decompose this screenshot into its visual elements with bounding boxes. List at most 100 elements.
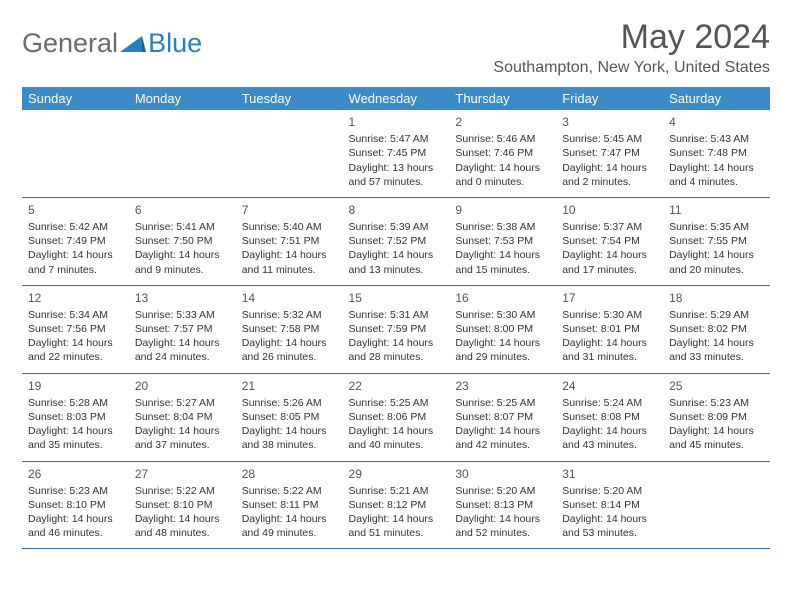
page-header: General Blue May 2024 Southampton, New Y…: [22, 18, 770, 77]
sunset-text: Sunset: 7:47 PM: [562, 146, 657, 160]
daylight-text: Daylight: 14 hours: [135, 248, 230, 262]
calendar-empty-cell: [22, 110, 129, 197]
daylight-text: Daylight: 14 hours: [669, 336, 764, 350]
day-number: 24: [562, 378, 657, 394]
daylight-text: Daylight: 14 hours: [28, 424, 123, 438]
calendar-day-cell: 31Sunrise: 5:20 AMSunset: 8:14 PMDayligh…: [556, 461, 663, 549]
sunset-text: Sunset: 7:56 PM: [28, 322, 123, 336]
sunrise-text: Sunrise: 5:31 AM: [349, 308, 444, 322]
daylight-text: Daylight: 14 hours: [349, 512, 444, 526]
calendar-empty-cell: [129, 110, 236, 197]
daylight-text: and 37 minutes.: [135, 438, 230, 452]
daylight-text: Daylight: 14 hours: [135, 512, 230, 526]
daylight-text: Daylight: 14 hours: [242, 424, 337, 438]
brand-part-1: General: [22, 28, 118, 59]
calendar-day-cell: 22Sunrise: 5:25 AMSunset: 8:06 PMDayligh…: [343, 373, 450, 461]
daylight-text: and 31 minutes.: [562, 350, 657, 364]
daylight-text: and 38 minutes.: [242, 438, 337, 452]
day-number: 14: [242, 290, 337, 306]
sunrise-text: Sunrise: 5:21 AM: [349, 484, 444, 498]
sunrise-text: Sunrise: 5:46 AM: [455, 132, 550, 146]
daylight-text: Daylight: 14 hours: [242, 248, 337, 262]
daylight-text: and 0 minutes.: [455, 175, 550, 189]
brand-triangle-icon: [120, 34, 146, 57]
calendar-day-cell: 1Sunrise: 5:47 AMSunset: 7:45 PMDaylight…: [343, 110, 450, 197]
daylight-text: and 11 minutes.: [242, 263, 337, 277]
day-number: 27: [135, 466, 230, 482]
calendar-empty-cell: [236, 110, 343, 197]
day-number: 26: [28, 466, 123, 482]
calendar-table: SundayMondayTuesdayWednesdayThursdayFrid…: [22, 87, 770, 549]
calendar-day-cell: 30Sunrise: 5:20 AMSunset: 8:13 PMDayligh…: [449, 461, 556, 549]
day-number: 23: [455, 378, 550, 394]
daylight-text: Daylight: 13 hours: [349, 161, 444, 175]
day-number: 7: [242, 202, 337, 218]
sunrise-text: Sunrise: 5:33 AM: [135, 308, 230, 322]
sunrise-text: Sunrise: 5:30 AM: [455, 308, 550, 322]
daylight-text: and 15 minutes.: [455, 263, 550, 277]
calendar-day-cell: 6Sunrise: 5:41 AMSunset: 7:50 PMDaylight…: [129, 197, 236, 285]
day-number: 1: [349, 114, 444, 130]
month-title: May 2024: [493, 18, 770, 57]
sunrise-text: Sunrise: 5:39 AM: [349, 220, 444, 234]
daylight-text: Daylight: 14 hours: [562, 336, 657, 350]
sunset-text: Sunset: 8:07 PM: [455, 410, 550, 424]
sunset-text: Sunset: 7:53 PM: [455, 234, 550, 248]
day-number: 31: [562, 466, 657, 482]
daylight-text: and 13 minutes.: [349, 263, 444, 277]
sunset-text: Sunset: 7:57 PM: [135, 322, 230, 336]
calendar-week-row: 1Sunrise: 5:47 AMSunset: 7:45 PMDaylight…: [22, 110, 770, 197]
weekday-header: Saturday: [663, 87, 770, 110]
daylight-text: Daylight: 14 hours: [349, 336, 444, 350]
title-block: May 2024 Southampton, New York, United S…: [493, 18, 770, 77]
daylight-text: and 29 minutes.: [455, 350, 550, 364]
day-number: 15: [349, 290, 444, 306]
day-number: 5: [28, 202, 123, 218]
sunrise-text: Sunrise: 5:20 AM: [455, 484, 550, 498]
calendar-day-cell: 13 Sunrise: 5:33 AMSunset: 7:57 PMDayligh…: [129, 285, 236, 373]
daylight-text: and 48 minutes.: [135, 526, 230, 540]
daylight-text: and 40 minutes.: [349, 438, 444, 452]
daylight-text: and 28 minutes.: [349, 350, 444, 364]
weekday-header: Friday: [556, 87, 663, 110]
calendar-day-cell: 8Sunrise: 5:39 AMSunset: 7:52 PMDaylight…: [343, 197, 450, 285]
sunrise-text: Sunrise: 5:47 AM: [349, 132, 444, 146]
day-number: 8: [349, 202, 444, 218]
daylight-text: and 42 minutes.: [455, 438, 550, 452]
day-number: 19: [28, 378, 123, 394]
day-number: 13: [135, 290, 230, 306]
sunset-text: Sunset: 8:14 PM: [562, 498, 657, 512]
weekday-header: Wednesday: [343, 87, 450, 110]
sunset-text: Sunset: 7:49 PM: [28, 234, 123, 248]
daylight-text: and 17 minutes.: [562, 263, 657, 277]
sunset-text: Sunset: 7:58 PM: [242, 322, 337, 336]
brand-part-2: Blue: [148, 28, 202, 59]
day-number: 10: [562, 202, 657, 218]
day-number: 3: [562, 114, 657, 130]
calendar-day-cell: 15Sunrise: 5:31 AMSunset: 7:59 PMDayligh…: [343, 285, 450, 373]
daylight-text: Daylight: 14 hours: [28, 248, 123, 262]
day-number: 29: [349, 466, 444, 482]
sunrise-text: Sunrise: 5:22 AM: [242, 484, 337, 498]
daylight-text: and 51 minutes.: [349, 526, 444, 540]
sunrise-text: Sunrise: 5:34 AM: [28, 308, 123, 322]
calendar-header-row: SundayMondayTuesdayWednesdayThursdayFrid…: [22, 87, 770, 110]
sunset-text: Sunset: 8:04 PM: [135, 410, 230, 424]
daylight-text: Daylight: 14 hours: [135, 336, 230, 350]
sunrise-text: Sunrise: 5:25 AM: [455, 396, 550, 410]
calendar-empty-cell: [663, 461, 770, 549]
daylight-text: and 4 minutes.: [669, 175, 764, 189]
calendar-day-cell: 19Sunrise: 5:28 AMSunset: 8:03 PMDayligh…: [22, 373, 129, 461]
day-number: 4: [669, 114, 764, 130]
sunset-text: Sunset: 7:55 PM: [669, 234, 764, 248]
day-number: 2: [455, 114, 550, 130]
calendar-week-row: 12Sunrise: 5:34 AMSunset: 7:56 PMDayligh…: [22, 285, 770, 373]
sunrise-text: Sunrise: 5:26 AM: [242, 396, 337, 410]
sunrise-text: Sunrise: 5:25 AM: [349, 396, 444, 410]
day-number: 6: [135, 202, 230, 218]
sunrise-text: Sunrise: 5:27 AM: [135, 396, 230, 410]
daylight-text: Daylight: 14 hours: [669, 161, 764, 175]
sunrise-text: Sunrise: 5:42 AM: [28, 220, 123, 234]
weekday-header: Monday: [129, 87, 236, 110]
day-number: 30: [455, 466, 550, 482]
